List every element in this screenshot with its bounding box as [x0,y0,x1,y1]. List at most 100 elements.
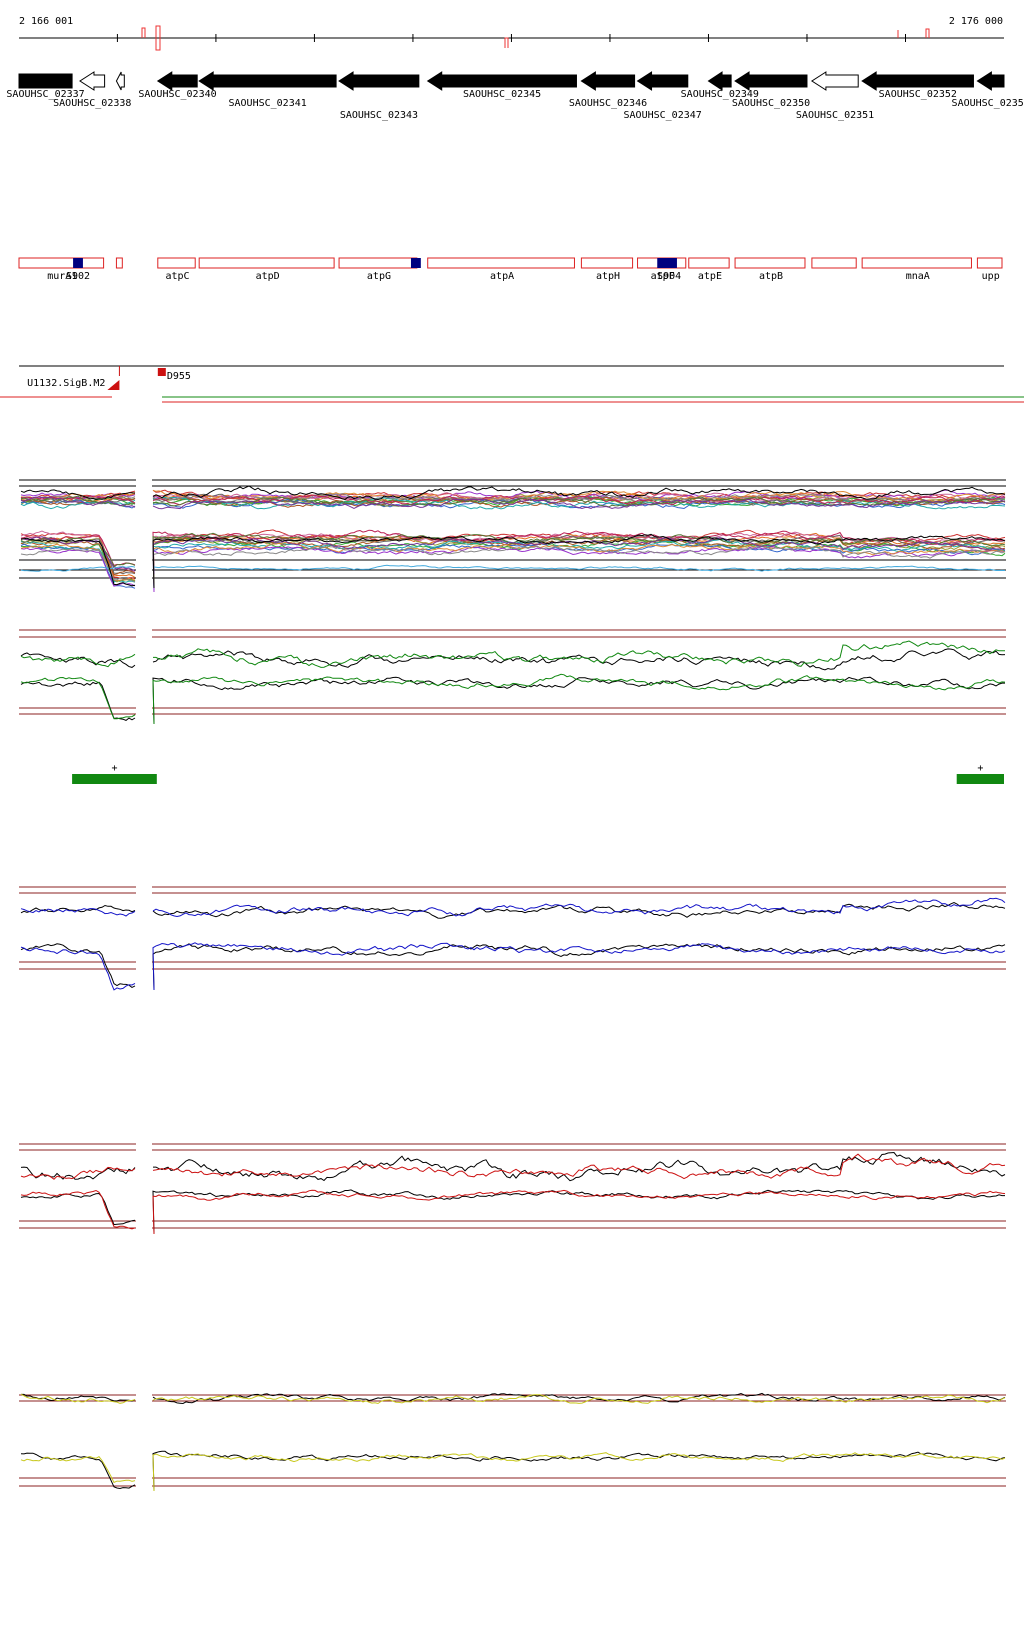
segment-bar [956,774,1004,784]
expression-line [20,497,136,506]
gene-name-box [688,257,730,269]
expression-line [152,485,1006,501]
expression-line [152,494,1006,506]
expression-track-red [19,1143,1006,1235]
expression-line [20,499,136,510]
gene-label: SAOUHSC_02352 [879,89,957,100]
expression-line [152,943,1006,991]
srna-label: S904 [657,271,681,282]
expression-line [20,908,136,917]
expression-line [20,497,136,505]
expression-line [152,1394,1006,1405]
expression-line [152,496,1006,508]
gene-name-box [811,257,857,269]
expression-line [20,943,136,988]
expression-line [20,489,136,500]
gene-arrow [156,71,198,91]
expression-line [152,532,1006,573]
gene-name-label: atpE [698,271,722,282]
gene-name-box [157,257,196,269]
expression-line [20,904,136,914]
expression-line [20,676,136,720]
gene-name-box [18,257,105,269]
expression-line [152,533,1006,589]
expression-track-multi [19,479,1006,593]
ruler-marks [141,25,930,51]
expression-line [20,1189,136,1230]
promoter-flag [157,368,166,376]
gene-name-box [580,257,634,269]
gene-label: SAOUHSC_02353 [952,98,1024,109]
expression-line [152,1189,1006,1235]
expression-line [152,545,1006,587]
gene-name-label: atpG [367,271,391,282]
expression-line [152,673,1006,725]
gene-label: SAOUHSC_02349 [681,89,759,100]
gene-label: SAOUHSC_02341 [228,98,306,109]
gene-name-box [198,257,335,269]
expression-line [20,653,136,668]
expression-line [20,681,136,721]
srna-label: S902 [66,271,90,282]
gene-name-label: murA1 [47,271,77,282]
expression-line [20,543,136,582]
gene-name-box [338,257,418,269]
gene-name-label: upp [982,271,1000,282]
expression-line [20,565,136,572]
gene-name-label: atpF [651,271,675,282]
expression-line [20,1166,136,1180]
expression-line [20,1455,136,1484]
expression-line [20,548,136,583]
gene-name-label: atpA [490,271,514,282]
expression-line [152,564,1006,572]
expression-line [20,652,136,668]
expression-line [152,498,1006,510]
gene-arrow [707,71,732,91]
segment-strand-label: + [111,763,117,774]
expression-line [20,1452,136,1490]
expression-line [152,546,1006,593]
gene-name-label: mnaA [906,271,930,282]
srna-marker [410,258,421,268]
expression-track-yellow [19,1392,1006,1492]
gene-label: SAOUHSC_02346 [569,98,647,109]
gene-name-track: murA1 atpC atpD atpG atpA atpH atpF atpE atpB mna… [18,257,1003,282]
expression-line [152,897,1006,918]
gene-label: SAOUHSC_02345 [463,89,541,100]
end-coordinate: 2 176 000 [949,16,1003,27]
gene-label: SAOUHSC_02337 [6,89,84,100]
gene-arrow [636,71,689,91]
gene-name-label: atpH [596,271,620,282]
gene-arrow [18,73,73,89]
gene-name-label: atpC [165,271,189,282]
expression-line [152,534,1006,579]
gene-arrow [580,71,636,91]
expression-line [20,495,136,504]
gene-name-box [861,257,972,269]
gene-name-box [734,257,806,269]
segment-strand-label: + [977,763,983,774]
promoter-marks: U1132.SigB.M2 D955 [27,366,191,390]
expression-line [152,648,1006,671]
expression-line [152,1189,1005,1234]
gene-arrow [861,71,974,91]
expression-line [152,1153,1006,1180]
gene-label: SAOUHSC_02351 [796,110,874,121]
gene-name-label: atpD [256,271,280,282]
expression-line [20,534,136,566]
expression-line [20,1393,136,1404]
gene-arrow [976,71,1005,91]
gene-arrow [338,71,420,91]
gene-label: SAOUHSC_02343 [340,110,418,121]
start-coordinate: 2 166 001 [19,16,73,27]
gene-arrow [198,71,337,91]
promoter-label: U1132.SigB.M2 [27,378,105,389]
expression-line [152,536,1006,587]
gene-label: SAOUHSC_02347 [624,110,702,121]
gene-arrow [426,71,577,91]
segment-track: + + [72,763,1004,784]
expression-line [152,543,1006,591]
gene-name-label: atpB [759,271,783,282]
